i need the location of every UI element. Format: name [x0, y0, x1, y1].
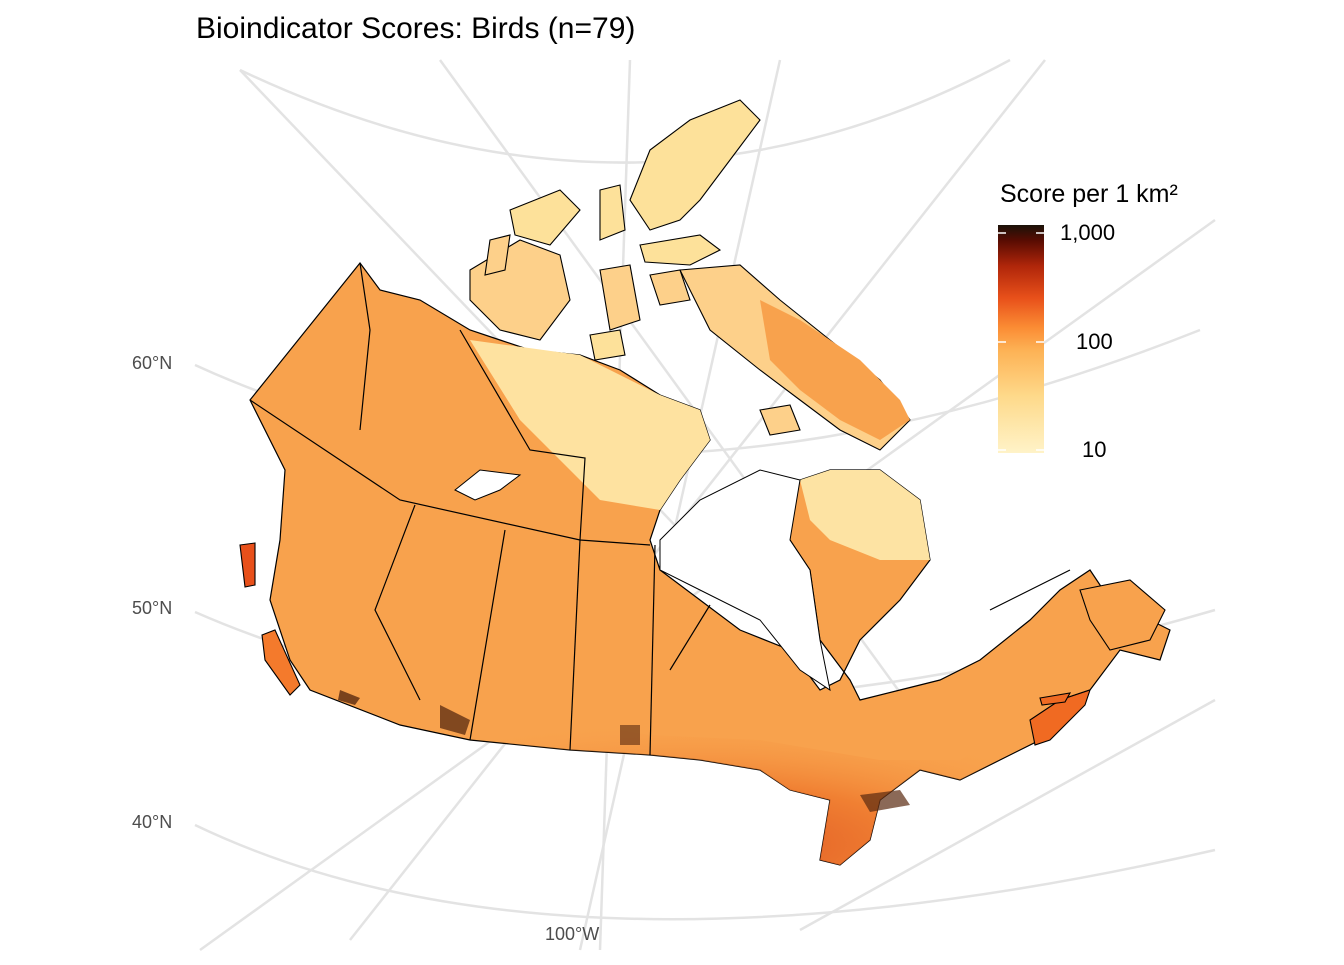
legend-title: Score per 1 km² [1000, 180, 1178, 208]
graticule-lon-90 [349, 59, 1046, 941]
great-slave-lake [454, 469, 522, 501]
western-islands [509, 189, 581, 246]
legend-label-1000: 1,000 [1060, 220, 1116, 245]
border-nwt-nunavut [459, 329, 586, 541]
lon-label-100w: 100°W [545, 924, 600, 944]
vancouver-island [261, 629, 301, 696]
hotspot-alberta-south [440, 705, 470, 735]
devon-island [639, 234, 722, 266]
legend-label-10: 10 [1082, 437, 1107, 462]
border-manitoba-ontario [649, 544, 656, 756]
hotspot-bc-south [338, 690, 360, 705]
haida-gwaii [239, 542, 256, 588]
lat-label-50: 50°N [132, 598, 173, 618]
southampton-island [759, 404, 801, 436]
border-yukon-nwt [359, 262, 371, 431]
legend-colorbar [998, 225, 1044, 453]
graticule-lon-100 [578, 59, 782, 951]
graticule-lat-40 [194, 823, 1216, 921]
border-alberta-sask [469, 529, 506, 741]
map-title: Bioindicator Scores: Birds (n=79) [196, 12, 636, 45]
provincial-borders [249, 262, 1071, 756]
border-60th-parallel [249, 399, 651, 546]
newfoundland [1079, 579, 1166, 651]
border-bc-alberta [374, 504, 421, 701]
ellesmere-island [629, 99, 761, 231]
legend-colorbar-fill [998, 225, 1044, 453]
graticule-lon-70 [799, 698, 1216, 932]
axel-heiberg-island [599, 184, 626, 241]
prince-of-wales-island [599, 264, 641, 331]
hotspot-ontario-south [860, 790, 910, 812]
quebec-north-pale-zone [800, 470, 930, 560]
south-heat-overlay [300, 660, 1020, 865]
border-ontario-quebec [669, 604, 711, 671]
nunavut-pale-zone [470, 340, 710, 510]
graticule-lat-70 [239, 58, 1011, 164]
prince-edward-island [1039, 692, 1072, 706]
canada-mainland [249, 262, 1171, 866]
hotspot-manitoba [620, 725, 640, 745]
legend-ticks [998, 232, 1044, 451]
banks-island [484, 234, 511, 276]
border-quebec-labrador [989, 569, 1071, 611]
legend-label-100: 100 [1076, 329, 1113, 354]
hudson-bay [659, 469, 831, 692]
lat-label-60: 60°N [132, 353, 173, 373]
arctic-islands [239, 99, 1166, 746]
lat-label-40: 40°N [132, 812, 173, 832]
baffin-island-coast-band [760, 300, 910, 440]
border-sask-manitoba [569, 539, 581, 751]
king-william-island [589, 329, 626, 361]
somerset-island [649, 269, 691, 306]
